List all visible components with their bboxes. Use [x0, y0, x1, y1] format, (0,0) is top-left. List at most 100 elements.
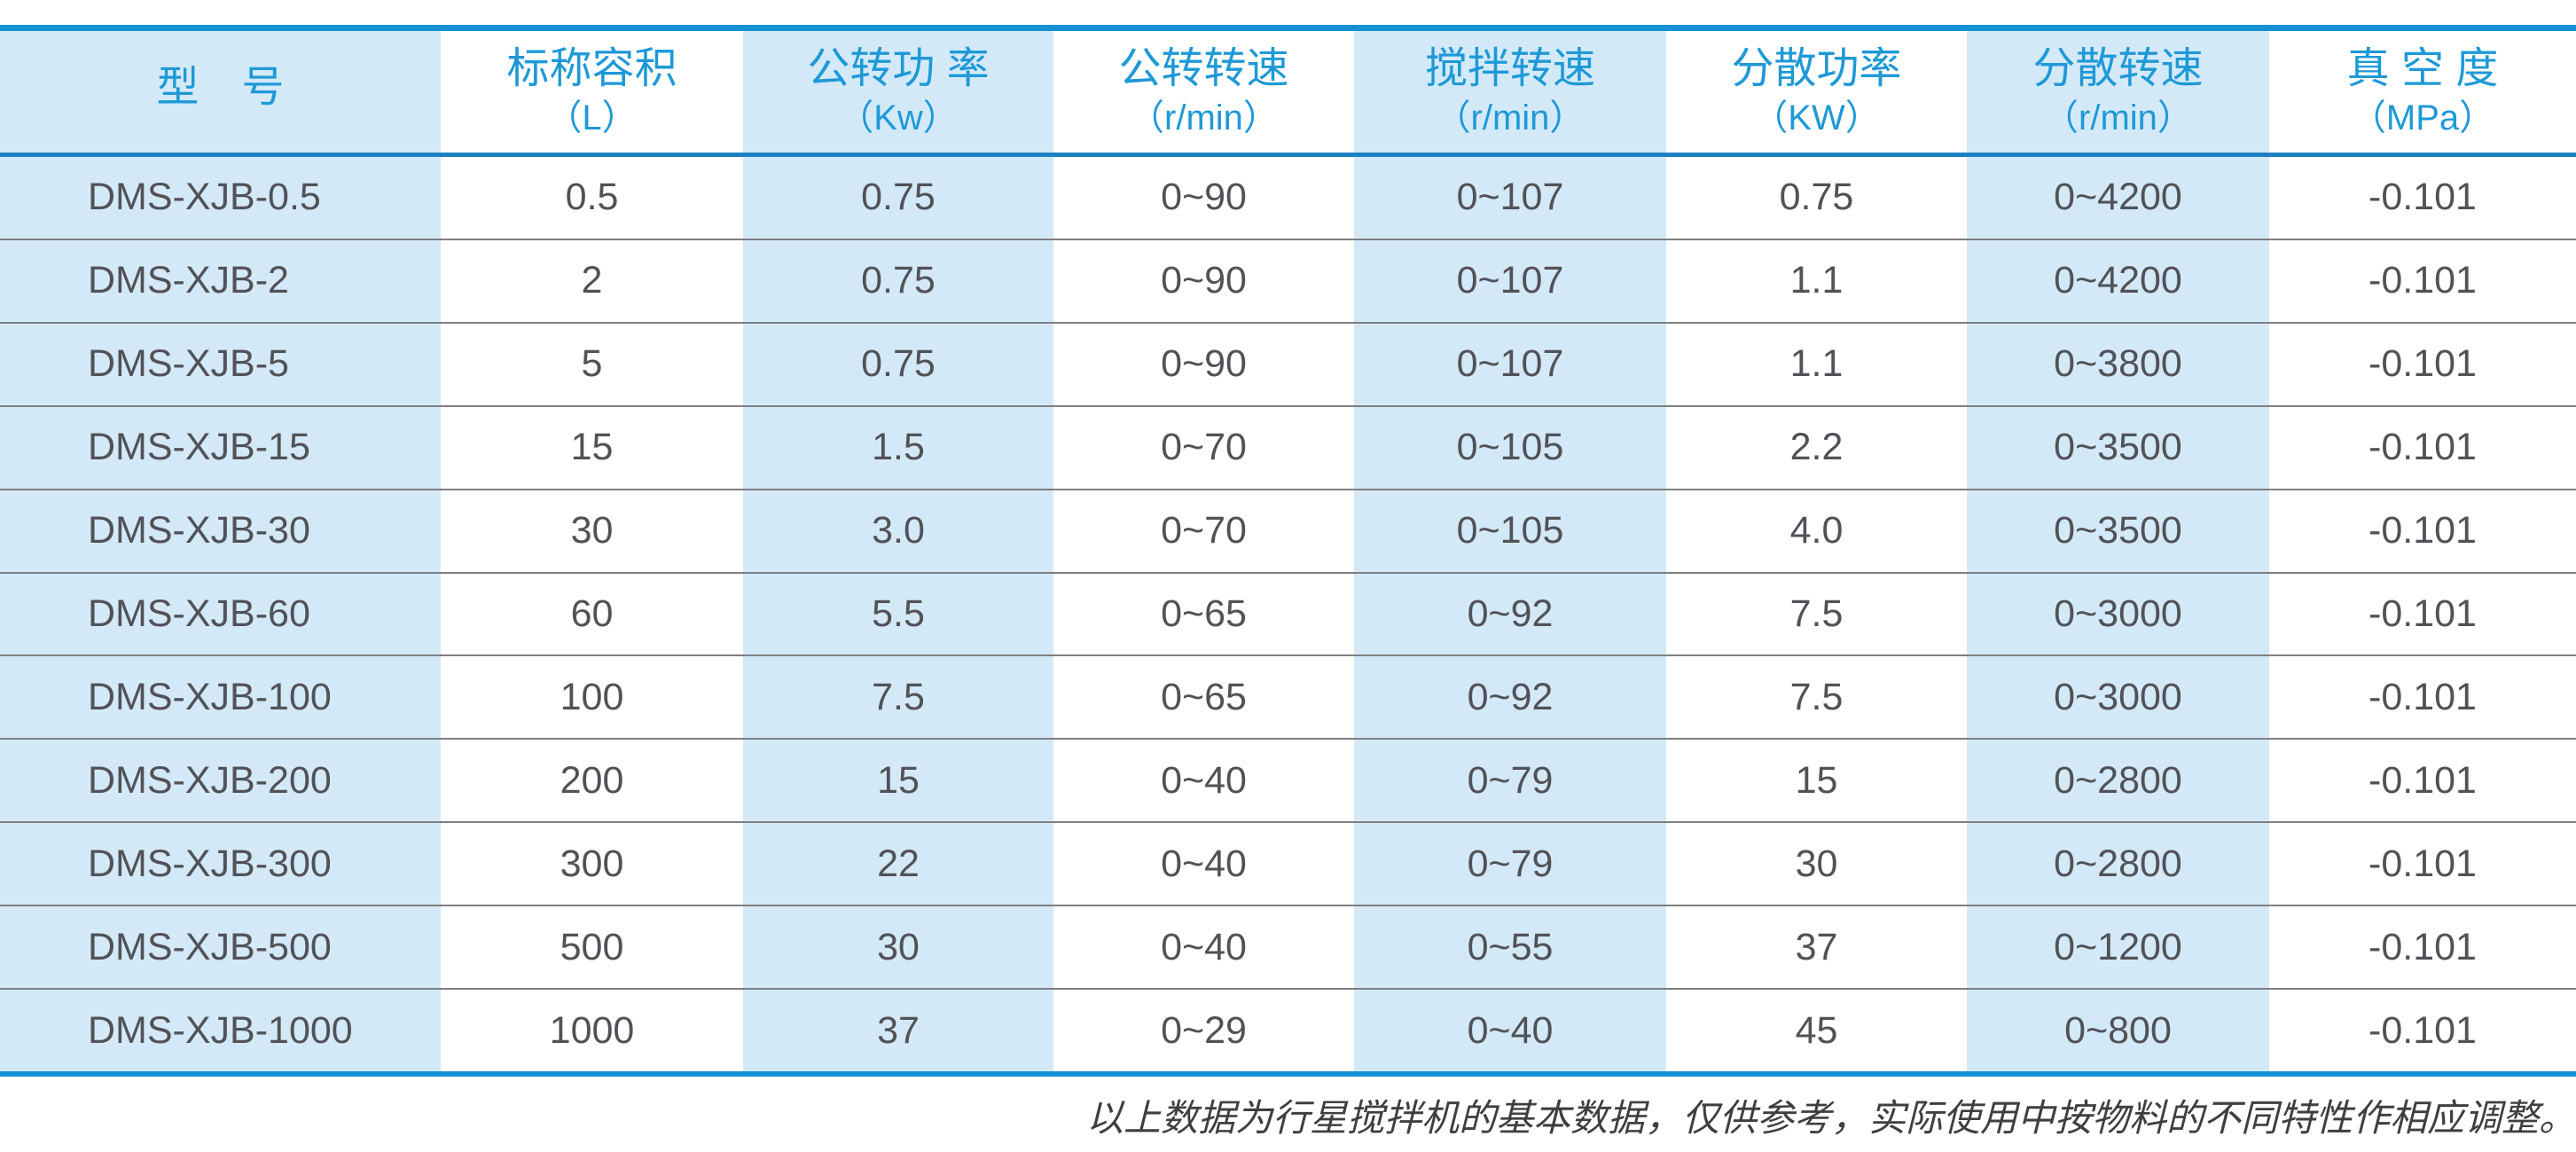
- model-cell: DMS-XJB-200: [0, 740, 441, 822]
- header-model: 型 号: [0, 31, 441, 153]
- table-cell: 45: [1666, 990, 1967, 1071]
- table-row: DMS-XJB-2 2 0.75 0~90 0~107 1.1 0~4200 -0.101: [0, 239, 2576, 324]
- header-dispersing-power: 分散功率 （KW）: [1666, 31, 1967, 153]
- header-title: 型 号: [156, 64, 285, 112]
- table-cell: 60: [441, 573, 743, 655]
- header-vacuum-degree: 真 空 度 （MPa）: [2269, 31, 2576, 153]
- table-cell: 0~90: [1053, 323, 1354, 405]
- table-row: DMS-XJB-5 5 0.75 0~90 0~107 1.1 0~3800 -0.101: [0, 323, 2576, 407]
- table-cell: 0~92: [1354, 573, 1666, 655]
- header-title: 分散功率: [1731, 45, 1902, 93]
- table-cell: 0~3500: [1967, 490, 2269, 572]
- table-cell: 5: [441, 323, 743, 405]
- table-row: DMS-XJB-0.5 0.5 0.75 0~90 0~107 0.75 0~4200 -0.…: [0, 157, 2576, 240]
- table-cell: 0~92: [1354, 656, 1666, 739]
- table-cell: 100: [441, 656, 743, 739]
- table-cell: 1.1: [1666, 239, 1967, 322]
- header-title: 搅拌转速: [1424, 45, 1595, 93]
- table-cell: 500: [441, 906, 743, 989]
- table-row: DMS-XJB-30 30 3.0 0~70 0~105 4.0 0~3500 -0.101: [0, 490, 2576, 574]
- table-cell: 0~3000: [1967, 573, 2269, 655]
- table-cell: 0~40: [1053, 906, 1354, 989]
- model-cell: DMS-XJB-15: [0, 406, 441, 489]
- table-cell: 1000: [441, 990, 743, 1071]
- model-cell: DMS-XJB-1000: [0, 990, 441, 1071]
- table-cell: 4.0: [1666, 490, 1967, 572]
- table-cell: -0.101: [2269, 740, 2576, 822]
- table-cell: 0~107: [1354, 323, 1666, 405]
- model-cell: DMS-XJB-300: [0, 823, 441, 905]
- table-cell: 0~40: [1053, 823, 1354, 905]
- table-cell: 2.2: [1666, 406, 1967, 489]
- header-title: 真 空 度: [2346, 45, 2499, 93]
- table-cell: 0~65: [1053, 573, 1354, 655]
- table-cell: 2: [441, 239, 743, 322]
- header-dispersing-speed: 分散转速 （r/min）: [1967, 31, 2269, 153]
- header-title: 标称容积: [506, 45, 677, 93]
- table-cell: -0.101: [2269, 157, 2576, 239]
- table-cell: 0~79: [1354, 740, 1666, 822]
- model-cell: DMS-XJB-100: [0, 656, 441, 739]
- header-title: 公转功 率: [807, 45, 990, 93]
- table-cell: 0~29: [1053, 990, 1354, 1071]
- header-title: 分散转速: [2032, 45, 2204, 93]
- table-cell: 30: [743, 906, 1053, 989]
- model-cell: DMS-XJB-2: [0, 239, 441, 322]
- header-revolution-power: 公转功 率 （Kw）: [743, 31, 1053, 153]
- header-unit: （r/min）: [1435, 98, 1586, 137]
- table-cell: -0.101: [2269, 906, 2576, 989]
- table-cell: 0~79: [1354, 823, 1666, 905]
- table-cell: 0.75: [743, 323, 1053, 405]
- table-cell: 1.1: [1666, 323, 1967, 405]
- model-cell: DMS-XJB-5: [0, 323, 441, 405]
- footnote-text: 以上数据为行星搅拌机的基本数据，仅供参考，实际使用中按物料的不同特性作相应调整。: [1085, 1099, 2576, 1140]
- table-cell: -0.101: [2269, 823, 2576, 905]
- table-cell: -0.101: [2269, 656, 2576, 739]
- table-cell: 0.75: [743, 239, 1053, 322]
- model-cell: DMS-XJB-0.5: [0, 157, 441, 239]
- table-cell: 30: [441, 490, 743, 572]
- table-row: DMS-XJB-60 60 5.5 0~65 0~92 7.5 0~3000 -0.101: [0, 573, 2576, 657]
- table-cell: 15: [1666, 740, 1967, 822]
- table-cell: -0.101: [2269, 239, 2576, 322]
- header-title: 公转转速: [1118, 45, 1289, 93]
- table-cell: 0~70: [1053, 406, 1354, 489]
- table-cell: 0~1200: [1967, 906, 2269, 989]
- table-header-underline: [0, 153, 2576, 157]
- table-cell: -0.101: [2269, 990, 2576, 1071]
- table-header-row: 型 号 标称容积 （L） 公转功 率 （Kw） 公转转速 （r/min） 搅拌转…: [0, 31, 2576, 153]
- header-unit: （MPa）: [2350, 98, 2495, 137]
- table-body: DMS-XJB-0.5 0.5 0.75 0~90 0~107 0.75 0~4200 -0.…: [0, 157, 2576, 1071]
- table-cell: -0.101: [2269, 406, 2576, 489]
- table-cell: 15: [743, 740, 1053, 822]
- planetary-mixer-spec-table: 型 号 标称容积 （L） 公转功 率 （Kw） 公转转速 （r/min） 搅拌转…: [0, 25, 2576, 1077]
- table-cell: 7.5: [1666, 656, 1967, 739]
- table-row: DMS-XJB-200 200 15 0~40 0~79 15 0~2800 -0.101: [0, 740, 2576, 824]
- table-cell: 0~3500: [1967, 406, 2269, 489]
- table-row: DMS-XJB-500 500 30 0~40 0~55 37 0~1200 -0.101: [0, 906, 2576, 991]
- table-top-border: [0, 25, 2576, 31]
- table-cell: 37: [1666, 906, 1967, 989]
- table-cell: 0.5: [441, 157, 743, 239]
- table-cell: -0.101: [2269, 490, 2576, 572]
- table-cell: 37: [743, 990, 1053, 1071]
- header-unit: （r/min）: [1129, 98, 1279, 137]
- table-cell: 300: [441, 823, 743, 905]
- table-row: DMS-XJB-100 100 7.5 0~65 0~92 7.5 0~3000 -0.101: [0, 656, 2576, 741]
- table-cell: 0~4200: [1967, 239, 2269, 322]
- table-cell: 0~65: [1053, 656, 1354, 739]
- table-row: DMS-XJB-1000 1000 37 0~29 0~40 45 0~800 -0.101: [0, 990, 2576, 1071]
- table-cell: 0.75: [1666, 157, 1967, 239]
- model-cell: DMS-XJB-500: [0, 906, 441, 989]
- table-cell: 0~107: [1354, 239, 1666, 322]
- table-cell: 30: [1666, 823, 1967, 905]
- header-nominal-volume: 标称容积 （L）: [441, 31, 743, 153]
- header-stirring-speed: 搅拌转速 （r/min）: [1354, 31, 1666, 153]
- table-cell: 200: [441, 740, 743, 822]
- table-cell: 0~105: [1354, 490, 1666, 572]
- header-unit: （L）: [546, 98, 638, 137]
- model-cell: DMS-XJB-60: [0, 573, 441, 655]
- table-cell: 0~55: [1354, 906, 1666, 989]
- header-unit: （KW）: [1752, 98, 1881, 137]
